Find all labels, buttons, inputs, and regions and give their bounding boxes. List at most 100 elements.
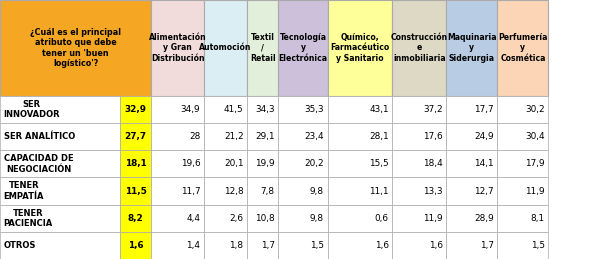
Text: 29,1: 29,1: [255, 132, 275, 141]
Bar: [247, 205, 278, 232]
Text: 1,7: 1,7: [261, 241, 275, 250]
Text: 1,4: 1,4: [187, 241, 200, 250]
Bar: [151, 177, 204, 205]
Bar: [392, 177, 446, 205]
Bar: [120, 205, 151, 232]
Text: Automoción: Automoción: [199, 44, 252, 52]
Bar: [204, 123, 247, 150]
Bar: [278, 150, 328, 177]
Bar: [446, 232, 497, 259]
Text: 34,3: 34,3: [255, 105, 275, 114]
Bar: [278, 205, 328, 232]
Bar: [278, 0, 328, 96]
Bar: [328, 232, 392, 259]
Bar: [497, 177, 548, 205]
Bar: [497, 150, 548, 177]
Bar: [204, 150, 247, 177]
Bar: [497, 123, 548, 150]
Bar: [204, 96, 247, 123]
Text: OTROS: OTROS: [4, 241, 36, 250]
Text: 13,3: 13,3: [423, 186, 443, 196]
Text: 9,8: 9,8: [310, 186, 324, 196]
Bar: [120, 96, 151, 123]
Bar: [151, 150, 204, 177]
Text: 21,2: 21,2: [224, 132, 244, 141]
Text: 1,5: 1,5: [310, 241, 324, 250]
Bar: [247, 96, 278, 123]
Text: 23,4: 23,4: [304, 132, 324, 141]
Text: SER ANALÍTICO: SER ANALÍTICO: [4, 132, 75, 141]
Bar: [247, 232, 278, 259]
Text: ¿Cuál es el principal
atributo que debe
tener un 'buen
logístico'?: ¿Cuál es el principal atributo que debe …: [30, 28, 121, 68]
Text: 20,1: 20,1: [224, 159, 244, 168]
Bar: [0, 0, 151, 96]
Text: TENER
EMPATÍA: TENER EMPATÍA: [4, 181, 44, 201]
Text: CAPACIDAD DE
NEGOCIACIÓN: CAPACIDAD DE NEGOCIACIÓN: [4, 154, 73, 174]
Text: 30,2: 30,2: [525, 105, 545, 114]
Bar: [204, 0, 247, 96]
Bar: [204, 205, 247, 232]
Bar: [247, 123, 278, 150]
Text: Tecnología
y
Electrónica: Tecnología y Electrónica: [278, 33, 328, 63]
Bar: [446, 205, 497, 232]
Bar: [392, 150, 446, 177]
Bar: [247, 177, 278, 205]
Bar: [0, 177, 120, 205]
Text: 17,7: 17,7: [474, 105, 494, 114]
Text: 18,4: 18,4: [423, 159, 443, 168]
Bar: [151, 123, 204, 150]
Text: 11,1: 11,1: [369, 186, 389, 196]
Bar: [247, 0, 278, 96]
Bar: [497, 0, 548, 96]
Bar: [120, 177, 151, 205]
Text: 34,9: 34,9: [181, 105, 200, 114]
Bar: [0, 150, 120, 177]
Text: 28,9: 28,9: [474, 214, 494, 223]
Text: 30,4: 30,4: [525, 132, 545, 141]
Bar: [328, 96, 392, 123]
Bar: [247, 150, 278, 177]
Text: 12,7: 12,7: [474, 186, 494, 196]
Text: 1,6: 1,6: [128, 241, 143, 250]
Text: 41,5: 41,5: [224, 105, 244, 114]
Text: 14,1: 14,1: [474, 159, 494, 168]
Text: 11,5: 11,5: [125, 186, 146, 196]
Text: 24,9: 24,9: [474, 132, 494, 141]
Text: 28,1: 28,1: [369, 132, 389, 141]
Bar: [151, 205, 204, 232]
Text: Maquinaria
y
Siderurgia: Maquinaria y Siderurgia: [447, 33, 497, 63]
Text: 32,9: 32,9: [125, 105, 146, 114]
Text: 12,8: 12,8: [224, 186, 244, 196]
Text: 11,9: 11,9: [525, 186, 545, 196]
Bar: [392, 96, 446, 123]
Text: 20,2: 20,2: [304, 159, 324, 168]
Text: 1,8: 1,8: [229, 241, 244, 250]
Text: 37,2: 37,2: [423, 105, 443, 114]
Bar: [204, 177, 247, 205]
Bar: [328, 177, 392, 205]
Text: 35,3: 35,3: [304, 105, 324, 114]
Bar: [497, 205, 548, 232]
Text: 28: 28: [189, 132, 200, 141]
Text: 1,7: 1,7: [480, 241, 494, 250]
Text: 7,8: 7,8: [260, 186, 275, 196]
Bar: [120, 150, 151, 177]
Bar: [446, 123, 497, 150]
Text: 19,9: 19,9: [255, 159, 275, 168]
Bar: [446, 150, 497, 177]
Bar: [151, 0, 204, 96]
Text: 9,8: 9,8: [310, 214, 324, 223]
Text: Perfumería
y
Cosmética: Perfumería y Cosmética: [498, 33, 548, 63]
Bar: [328, 150, 392, 177]
Text: 11,9: 11,9: [423, 214, 443, 223]
Bar: [0, 232, 120, 259]
Text: 19,6: 19,6: [181, 159, 200, 168]
Text: 8,2: 8,2: [128, 214, 143, 223]
Text: 1,5: 1,5: [531, 241, 545, 250]
Bar: [446, 96, 497, 123]
Text: Alimentación
y Gran
Distribución: Alimentación y Gran Distribución: [149, 33, 206, 63]
Text: 0,6: 0,6: [375, 214, 389, 223]
Bar: [328, 205, 392, 232]
Text: 15,5: 15,5: [369, 159, 389, 168]
Text: 18,1: 18,1: [125, 159, 146, 168]
